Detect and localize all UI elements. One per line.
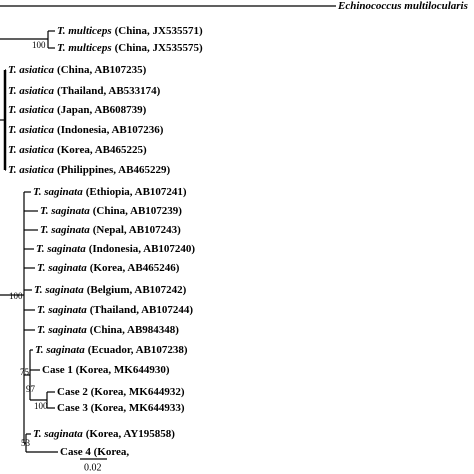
taxon-detail: Case 1 (Korea, MK644930) <box>42 364 170 376</box>
taxon-label: Case 1 (Korea, MK644930) <box>42 364 170 376</box>
species-name: T. saginata <box>34 284 84 296</box>
taxon-label: T. asiatica (Philippines, AB465229) <box>8 164 170 176</box>
species-name: T. saginata <box>37 304 87 316</box>
bootstrap-value: 53 <box>21 438 31 448</box>
species-name: T. asiatica <box>8 85 55 97</box>
taxon-detail: (Ecuador, AB107238) <box>88 344 188 356</box>
taxon-label: T. asiatica (Korea, AB465225) <box>8 144 147 156</box>
taxon-detail: (Thailand, AB533174) <box>57 85 161 97</box>
taxon-detail: (China, AB107239) <box>93 205 183 217</box>
taxon-label: Case 4 (Korea, <box>60 446 129 458</box>
taxon-label: T. saginata (China, AB984348) <box>37 324 179 336</box>
taxon-detail: (Korea, AY195858) <box>86 428 176 440</box>
taxon-label: T. asiatica (Thailand, AB533174) <box>8 85 161 97</box>
species-name: T. asiatica <box>8 164 55 176</box>
taxon-detail: (Ethiopia, AB107241) <box>86 186 187 198</box>
taxon-detail: (Indonesia, AB107236) <box>57 124 164 136</box>
bootstrap-value: 100 <box>9 291 23 301</box>
taxon-detail: (Indonesia, AB107240) <box>89 243 196 255</box>
species-name: T. saginata <box>36 243 86 255</box>
species-name: T. saginata <box>33 186 83 198</box>
taxon-label: T. saginata (China, AB107239) <box>40 205 182 217</box>
species-name: T. saginata <box>35 344 85 356</box>
taxon-detail: (China, JX535571) <box>115 25 203 37</box>
species-name: Echinococcus multilocularis <box>337 0 468 12</box>
taxon-label: T. asiatica (Indonesia, AB107236) <box>8 124 164 136</box>
taxon-label: T. saginata (Korea, AB465246) <box>37 262 180 274</box>
taxon-detail: (China, AB984348) <box>90 324 180 336</box>
taxon-detail: (China, JX535575) <box>115 42 203 54</box>
species-name: T. asiatica <box>8 144 55 156</box>
taxon-label: T. saginata (Belgium, AB107242) <box>34 284 187 296</box>
taxon-label: T. saginata (Indonesia, AB107240) <box>36 243 195 255</box>
species-name: T. saginata <box>40 205 90 217</box>
species-name: T. saginata <box>33 428 83 440</box>
species-name: T. asiatica <box>8 104 55 116</box>
scale-label: 0.02 <box>84 462 102 473</box>
taxon-detail: (Thailand, AB107244) <box>90 304 194 316</box>
taxon-label: Case 2 (Korea, MK644932) <box>57 386 185 398</box>
bootstrap-value: 100 <box>32 40 46 50</box>
taxon-label: T. asiatica (China, AB107235) <box>8 64 147 76</box>
taxon-detail: (Korea, AB465246) <box>90 262 180 274</box>
bootstrap-value: 100 <box>34 401 48 411</box>
bootstrap-value: 75 <box>20 367 30 377</box>
species-name: T. saginata <box>37 262 87 274</box>
taxon-label: T. saginata (Korea, AY195858) <box>33 428 175 440</box>
taxon-detail: (Korea, AB465225) <box>57 144 147 156</box>
bootstrap-value: 97 <box>26 384 36 394</box>
taxon-detail: (Philippines, AB465229) <box>57 164 170 176</box>
species-name: T. multiceps <box>57 42 112 54</box>
taxon-label: T. multiceps (China, JX535575) <box>57 42 203 54</box>
species-name: T. asiatica <box>8 64 55 76</box>
taxon-label: Case 3 (Korea, MK644933) <box>57 402 185 414</box>
taxon-detail: (Belgium, AB107242) <box>87 284 187 296</box>
species-name: T. multiceps <box>57 25 112 37</box>
taxon-label: T. saginata (Ecuador, AB107238) <box>35 344 188 356</box>
taxon-label: T. saginata (Ethiopia, AB107241) <box>33 186 187 198</box>
species-name: T. saginata <box>37 324 87 336</box>
taxon-label: T. asiatica (Japan, AB608739) <box>8 104 147 116</box>
taxon-detail: (Nepal, AB107243) <box>93 224 181 236</box>
taxon-detail: Case 4 (Korea, <box>60 446 129 458</box>
taxon-label: T. saginata (Nepal, AB107243) <box>40 224 181 236</box>
taxon-label: Echinococcus multilocularis <box>337 0 468 12</box>
taxon-detail: Case 2 (Korea, MK644932) <box>57 386 185 398</box>
species-name: T. asiatica <box>8 124 55 136</box>
taxon-detail: (China, AB107235) <box>57 64 147 76</box>
taxon-label: T. saginata (Thailand, AB107244) <box>37 304 193 316</box>
taxon-detail: (Japan, AB608739) <box>57 104 147 116</box>
species-name: T. saginata <box>40 224 90 236</box>
taxon-detail: Case 3 (Korea, MK644933) <box>57 402 185 414</box>
taxon-label: T. multiceps (China, JX535571) <box>57 25 203 37</box>
